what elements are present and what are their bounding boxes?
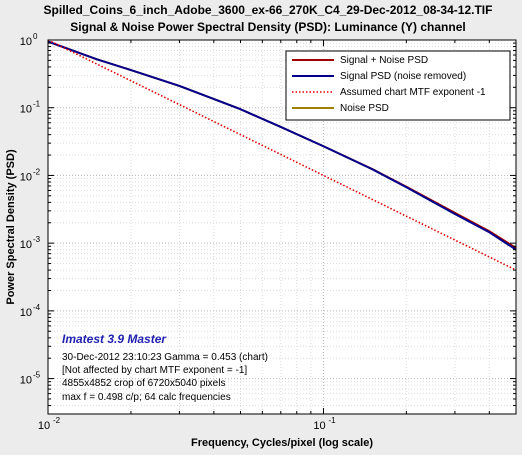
legend-label-signal: Signal PSD (noise removed) xyxy=(340,71,466,82)
annotation-line-1: 30-Dec-2012 23:10:23 Gamma = 0.453 (char… xyxy=(62,352,268,363)
x-tick-label: 10 -2 xyxy=(38,416,61,432)
y-tick-label: 10 -2 xyxy=(20,167,41,183)
plot-frame xyxy=(47,39,517,415)
y-tick-label: 10 -1 xyxy=(20,100,41,116)
y-tick-exponent: -2 xyxy=(33,167,41,176)
legend-label-mtf: Assumed chart MTF exponent -1 xyxy=(340,87,486,98)
legend-label-noise: Noise PSD xyxy=(340,103,389,114)
legend: Signal + Noise PSD Signal PSD (noise rem… xyxy=(285,50,511,121)
y-tick-exponent: 0 xyxy=(33,32,38,41)
x-axis-label: Frequency, Cycles/pixel (log scale) xyxy=(191,437,373,449)
imatest-brand: Imatest 3.9 Master xyxy=(62,332,167,346)
y-tick-label: 10 -3 xyxy=(20,235,41,251)
y-tick-base: 10 xyxy=(20,36,32,48)
y-tick-label: 10 0 xyxy=(20,32,38,48)
x-tick-label: 10 -1 xyxy=(313,416,336,432)
x-tick-base: 10 xyxy=(313,420,325,432)
x-tick-base: 10 xyxy=(38,420,50,432)
y-tick-base: 10 xyxy=(20,239,32,251)
y-tick-exponent: -4 xyxy=(33,303,41,312)
series-line-2 xyxy=(47,39,517,271)
chart-title: Spilled_Coins_6_inch_Adobe_3600_ex-66_27… xyxy=(44,3,493,17)
annotation-line-4: max f = 0.498 c/p; 64 calc frequencies xyxy=(62,392,231,403)
x-tick-exponent: -2 xyxy=(53,416,61,425)
axis-ticks: 10 -2 10 -110 010 -110 -210 -310 -410 -5 xyxy=(20,32,517,432)
y-tick-base: 10 xyxy=(20,104,32,116)
annotation-line-3: 4855x4852 crop of 6720x5040 pixels xyxy=(62,378,225,389)
chart-subtitle: Signal & Noise Power Spectral Density (P… xyxy=(70,20,465,34)
y-tick-exponent: -1 xyxy=(33,100,41,109)
series-lines xyxy=(47,39,517,271)
y-axis-label: Power Spectral Density (PSD) xyxy=(5,149,17,305)
y-tick-base: 10 xyxy=(20,375,32,387)
annotation-line-2: [Not affected by chart MTF exponent = -1… xyxy=(62,365,247,376)
series-line-1 xyxy=(47,40,517,251)
y-tick-base: 10 xyxy=(20,171,32,183)
y-tick-label: 10 -5 xyxy=(20,371,41,387)
y-tick-exponent: -5 xyxy=(33,371,41,380)
legend-label-signal-noise: Signal + Noise PSD xyxy=(340,55,428,66)
x-tick-exponent: -1 xyxy=(328,416,336,425)
y-tick-exponent: -3 xyxy=(33,235,41,244)
y-tick-label: 10 -4 xyxy=(20,303,41,319)
y-tick-base: 10 xyxy=(20,307,32,319)
